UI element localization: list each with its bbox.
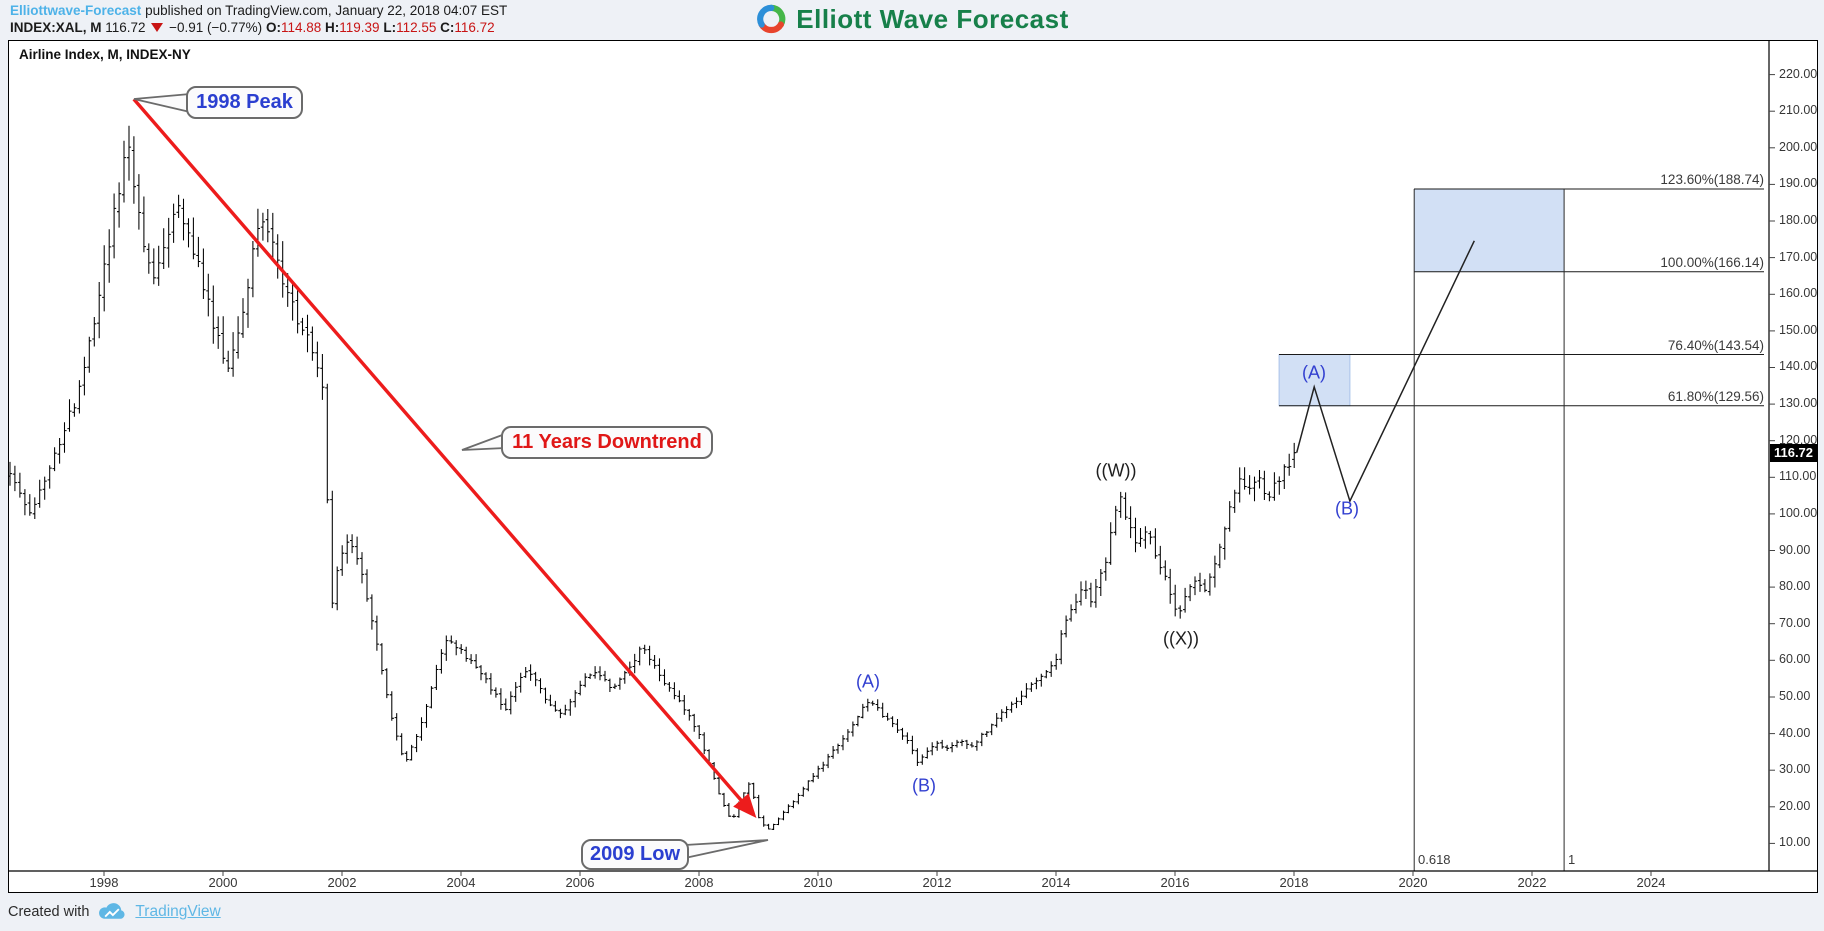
price-tick-label: 110.00 [1779,469,1817,484]
open-label: O: [265,20,281,35]
callout-2009-low[interactable]: 2009 Low [581,839,689,870]
year-tick-label: 2024 [1636,875,1666,890]
ohlc-bars [9,125,1297,830]
low-value: 112.55 [396,20,437,35]
price-tick-label: 80.00 [1779,579,1811,594]
created-with-text: Created with [8,904,90,920]
chart-area[interactable]: 123.60%(188.74) 100.00%(166.14) 76.40%(143… [8,40,1818,893]
price-tick-label: 120.00 [1779,432,1818,447]
year-tick-label: 2018 [1279,875,1309,890]
price-plot[interactable] [9,41,1817,892]
high-value: 119.39 [339,20,380,35]
publisher-link[interactable]: Elliottwave-Forecast [10,3,142,18]
callout-11-years-downtrend[interactable]: 11 Years Downtrend [501,426,713,459]
last-price-badge: 116.72 [1770,443,1817,462]
close-value: 116.72 [454,20,495,35]
wave-label-A[interactable]: (A) [1302,362,1326,383]
footer-bar: Created with TradingView [0,893,1824,931]
price-tick-label: 90.00 [1779,542,1811,557]
year-tick-label: 2006 [565,875,595,890]
price-change: −0.91 (−0.77%) [169,20,263,35]
publish-meta: Elliottwave-Forecast published on Tradin… [10,2,507,36]
fib-level-label[interactable]: 100.00%(166.14) [1660,254,1764,270]
tradingview-cloud-icon [99,903,125,919]
year-tick-label: 2022 [1517,875,1547,890]
ewf-logo[interactable]: Elliott Wave Forecast [755,3,1069,35]
down-arrow-icon [151,23,164,32]
wave-label-B[interactable]: (B) [912,775,936,796]
target-box-0 [1414,189,1565,272]
projection-path [1295,240,1475,504]
wave-label-A[interactable]: (A) [856,671,880,692]
price-tick-label: 100.00 [1779,505,1818,520]
price-tick-label: 70.00 [1779,615,1811,630]
price-tick-label: 40.00 [1779,725,1811,740]
year-tick-label: 2008 [684,875,714,890]
status-bar: Elliottwave-Forecast published on Tradin… [0,0,1824,40]
published-text: published on TradingView.com, January 22… [145,3,508,18]
year-tick-label: 2004 [446,875,476,890]
time-fib-label[interactable]: 1 [1568,852,1576,867]
low-label: L: [383,20,397,35]
price-tick-label: 60.00 [1779,652,1811,667]
fib-level-label[interactable]: 76.40%(143.54) [1667,337,1764,353]
open-value: 114.88 [280,20,322,35]
downtrend-arrow [132,97,757,818]
time-fib-label[interactable]: 0.618 [1418,852,1451,867]
year-tick-label: 1998 [89,875,119,890]
price-tick-label: 10.00 [1779,835,1811,850]
callout-1998-peak[interactable]: 1998 Peak [186,86,303,119]
year-tick-label: 2014 [1041,875,1071,890]
price-tick-label: 20.00 [1779,798,1811,813]
year-tick-label: 2010 [803,875,833,890]
fib-level-label[interactable]: 61.80%(129.56) [1667,388,1764,404]
price-tick-label: 220.00 [1779,66,1818,81]
ewf-logo-text: Elliott Wave Forecast [796,3,1069,34]
symbol-ohlc-line: INDEX:XAL, M 116.72 −0.91 (−0.77%) O:114… [10,19,507,36]
price-tick-label: 180.00 [1779,213,1818,228]
price-tick-label: 130.00 [1779,396,1818,411]
chart-legend-title[interactable]: Airline Index, M, INDEX-NY [19,47,191,62]
price-tick-label: 210.00 [1779,103,1818,118]
callout-tail [684,839,769,860]
price-tick-label: 140.00 [1779,359,1818,374]
close-label: C: [440,20,455,35]
fib-level-label[interactable]: 123.60%(188.74) [1660,172,1764,188]
year-tick-label: 2002 [327,875,357,890]
last-price: 116.72 [105,20,146,35]
year-tick-label: 2000 [208,875,238,890]
year-tick-label: 2020 [1398,875,1428,890]
callout-tail [461,432,506,451]
symbol-name: INDEX:XAL, M [10,20,102,35]
year-tick-label: 2012 [922,875,952,890]
tradingview-link[interactable]: TradingView [135,903,221,920]
price-tick-label: 150.00 [1779,322,1818,337]
price-tick-label: 170.00 [1779,249,1818,264]
wave-label-W[interactable]: ((W)) [1095,460,1137,481]
target-box-1 [1278,354,1351,407]
wave-label-X[interactable]: ((X)) [1163,628,1199,649]
ewf-swirl-icon [757,4,786,34]
price-tick-label: 160.00 [1779,286,1818,301]
price-tick-label: 190.00 [1779,176,1818,191]
price-tick-label: 30.00 [1779,762,1811,777]
price-tick-label: 200.00 [1779,139,1818,154]
price-tick-label: 50.00 [1779,688,1811,703]
year-tick-label: 2016 [1160,875,1190,890]
high-label: H: [325,20,340,35]
wave-label-B[interactable]: (B) [1335,498,1359,519]
